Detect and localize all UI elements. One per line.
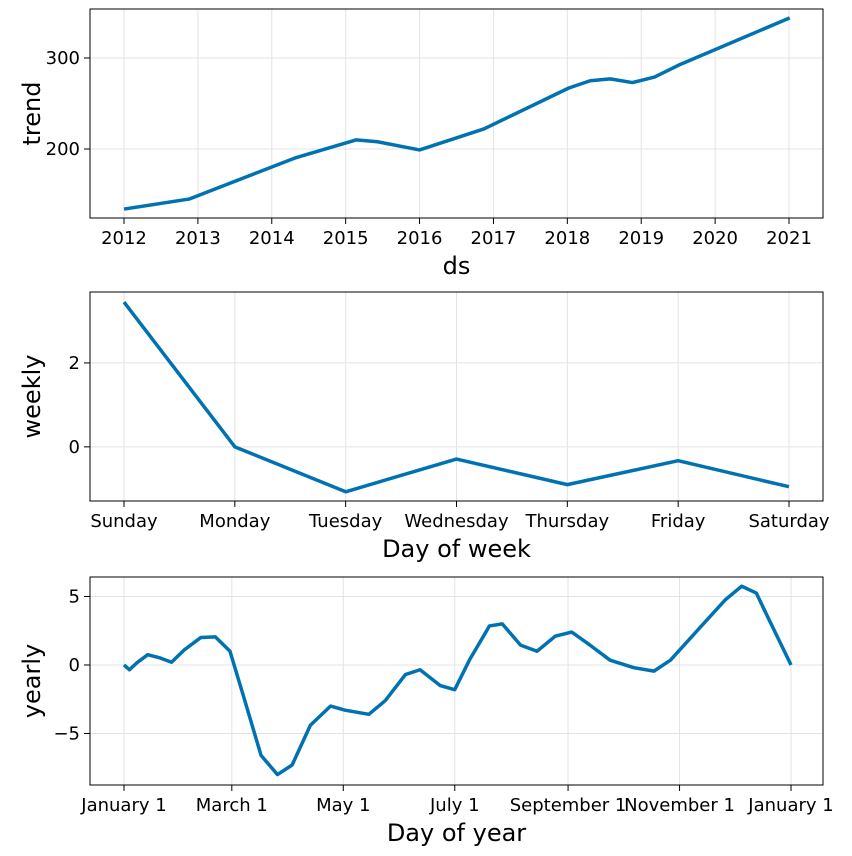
x-tick-label: Saturday bbox=[748, 511, 829, 532]
y-axis-label: yearly bbox=[18, 644, 46, 718]
x-tick-label: July 1 bbox=[429, 795, 480, 816]
y-axis-label: weekly bbox=[18, 355, 46, 439]
x-axis-label: Day of year bbox=[387, 819, 526, 847]
x-tick-label: 2015 bbox=[323, 228, 369, 249]
x-tick-label: January 1 bbox=[747, 795, 833, 816]
x-tick-label: Wednesday bbox=[404, 511, 509, 532]
x-tick-label: Friday bbox=[651, 511, 706, 532]
y-tick-label: 200 bbox=[46, 139, 80, 160]
x-tick-label: March 1 bbox=[196, 795, 268, 816]
x-tick-label: 2020 bbox=[692, 228, 738, 249]
axes-frame bbox=[89, 291, 824, 502]
x-tick-label: Monday bbox=[199, 511, 270, 532]
x-tick-label: 2012 bbox=[101, 228, 147, 249]
axes-frame bbox=[89, 576, 824, 786]
y-tick-label: 300 bbox=[46, 48, 80, 69]
x-tick-label: 2016 bbox=[397, 228, 443, 249]
x-axis-label: ds bbox=[443, 252, 471, 280]
x-tick-label: September 1 bbox=[510, 795, 627, 816]
x-tick-label: January 1 bbox=[80, 795, 166, 816]
x-tick-label: November 1 bbox=[624, 795, 735, 816]
x-tick-label: Sunday bbox=[90, 511, 158, 532]
trend-line bbox=[123, 16, 791, 211]
trend-line bbox=[122, 584, 793, 777]
x-tick-label: 2017 bbox=[471, 228, 517, 249]
x-tick-label: Thursday bbox=[524, 511, 609, 532]
x-tick-label: 2018 bbox=[544, 228, 590, 249]
axes-frame bbox=[89, 8, 824, 219]
x-tick-label: Tuesday bbox=[308, 511, 383, 532]
y-tick-label: 2 bbox=[69, 353, 80, 374]
y-tick-label: 5 bbox=[69, 586, 80, 607]
x-tick-label: 2013 bbox=[175, 228, 221, 249]
y-axis-label: trend bbox=[18, 82, 46, 146]
x-tick-label: 2019 bbox=[618, 228, 664, 249]
x-tick-label: 2021 bbox=[766, 228, 812, 249]
y-tick-label: 0 bbox=[69, 655, 80, 676]
y-tick-label: 0 bbox=[69, 437, 80, 458]
x-tick-label: May 1 bbox=[316, 795, 370, 816]
x-axis-label: Day of week bbox=[382, 535, 531, 563]
y-tick-label: −5 bbox=[53, 723, 80, 744]
x-tick-label: 2014 bbox=[249, 228, 295, 249]
trend-line bbox=[122, 301, 790, 494]
